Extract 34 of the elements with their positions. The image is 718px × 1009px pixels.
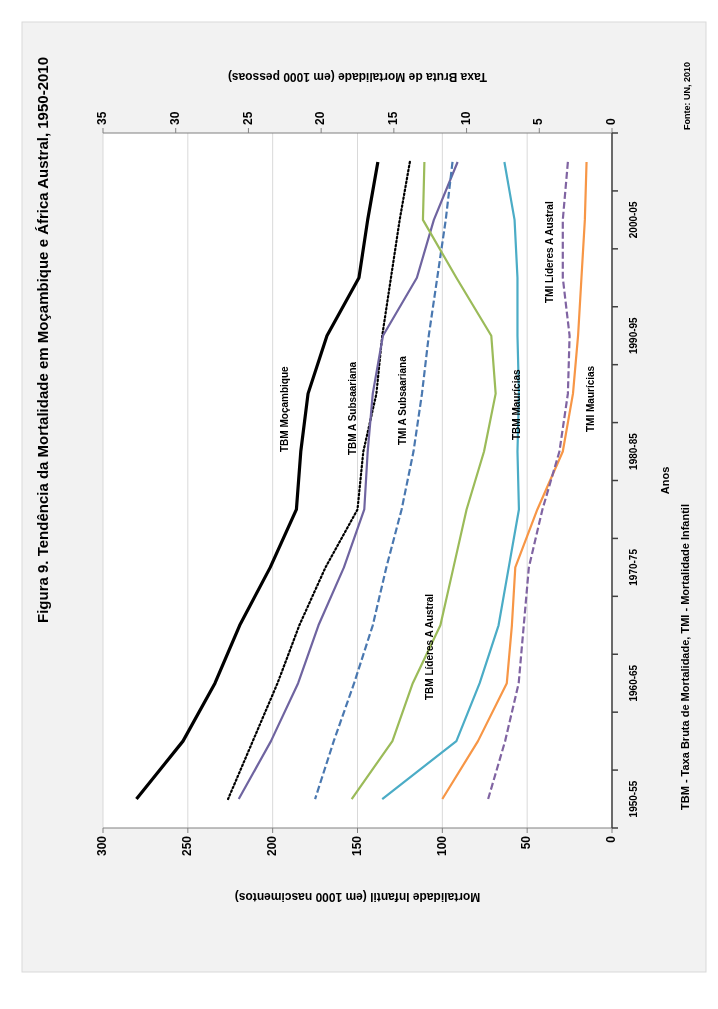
- x2-tick-label: 0: [604, 118, 619, 125]
- x-tick-label: 100: [434, 835, 449, 857]
- x-tick-label: 50: [519, 835, 534, 850]
- annotation: TBM Moçambique: [278, 366, 290, 452]
- y-tick-label: 1970-75: [628, 548, 639, 586]
- x2-tick-label: 15: [386, 111, 401, 125]
- text: Figura 9. Tendência da Mortalidade em Moçambique e África Austral, 1950-2010: [34, 56, 51, 624]
- x-tick-label: 300: [95, 835, 110, 857]
- x2-tick-label: 10: [458, 111, 473, 125]
- annotation: TBM Maurícias: [510, 368, 522, 440]
- x-axis-title: Mortalidade Infantil (em 1000 nascimentos): [234, 890, 481, 904]
- x2-axis-title: Taxa Bruta de Mortalidade (em 1000 pessoas): [227, 70, 488, 84]
- x2-tick-label: 20: [313, 111, 328, 125]
- y-axis-title: Anos: [659, 466, 671, 495]
- x-tick-label: 0: [604, 835, 619, 843]
- annotation: TBM A Subsaariana: [346, 361, 358, 455]
- x2-tick-label: 25: [240, 111, 255, 125]
- y-tick-label: 1980-85: [628, 432, 639, 470]
- x-tick-label: 250: [180, 835, 195, 857]
- annotation: TMI Maurícias: [584, 365, 596, 432]
- annotation: TMI Líderes A Austral: [543, 201, 555, 303]
- x2-tick-label: 5: [531, 118, 546, 125]
- x2-tick-label: 30: [167, 111, 182, 125]
- x2-tick-label: 35: [95, 111, 110, 125]
- annotation: TMI A Subsaariana: [396, 355, 408, 445]
- x-tick-label: 200: [264, 835, 279, 857]
- y-tick-label: 1950-55: [628, 780, 639, 818]
- x-tick-label: 150: [349, 835, 364, 857]
- source-note: Fonte: UN, 2010: [682, 62, 693, 131]
- text: TBM - Taxa Bruta de Mortalidade, TMI - Mortalidade Infantil: [678, 504, 691, 810]
- y-tick-label: 1990-95: [628, 316, 639, 355]
- y-tick-label: 2000-05: [628, 201, 639, 239]
- y-tick-label: 1960-65: [628, 664, 639, 702]
- annotation: TBM Líderes A Austral: [423, 593, 435, 700]
